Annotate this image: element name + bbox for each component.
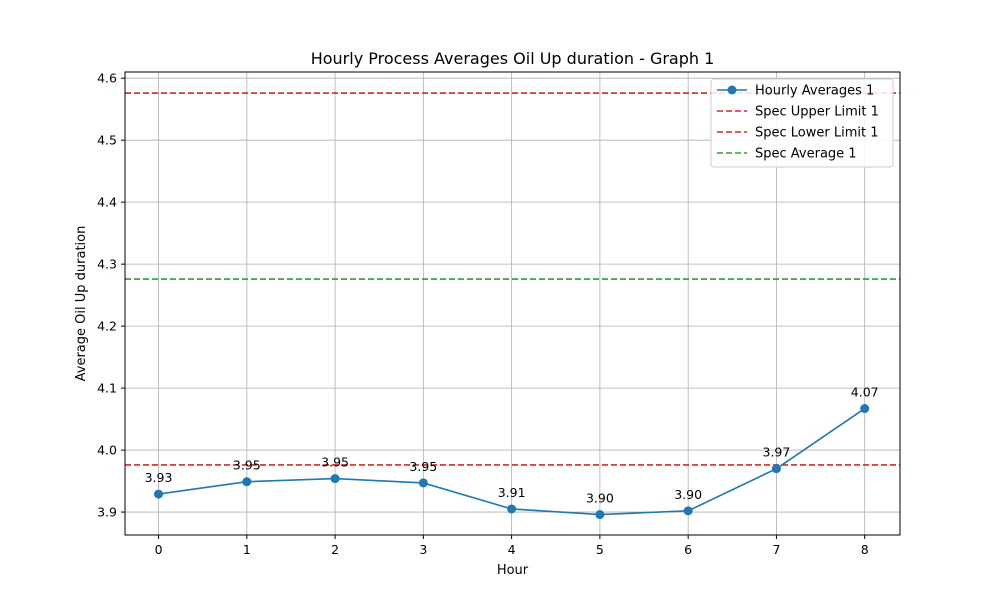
data-point: [860, 404, 870, 414]
grid: [125, 72, 900, 535]
data-label: 3.90: [586, 491, 614, 506]
data-label: 3.95: [233, 458, 261, 473]
data-label: 3.93: [145, 470, 173, 485]
x-tick-label: 3: [419, 542, 427, 557]
data-point: [418, 478, 428, 488]
data-label: 3.97: [763, 445, 791, 460]
x-tick-label: 8: [861, 542, 869, 557]
reference-lines: [125, 92, 900, 466]
data-label: 3.90: [674, 487, 702, 502]
legend-marker: [727, 85, 737, 95]
x-tick-label: 2: [331, 542, 339, 557]
chart-title: Hourly Process Averages Oil Up duration …: [311, 49, 715, 68]
y-tick-label: 4.4: [97, 195, 117, 210]
data-point: [154, 489, 164, 499]
x-tick-label: 5: [596, 542, 604, 557]
legend-entry: Spec Lower Limit 1: [755, 126, 879, 141]
data-point: [507, 504, 517, 514]
data-labels: 3.93 3.95 3.95 3.95 3.91 3.90 3.90 3.97 4.07: [145, 385, 879, 506]
x-tick-label: 0: [155, 542, 163, 557]
legend-entry: Spec Upper Limit 1: [755, 105, 879, 120]
data-point: [683, 506, 693, 516]
legend-entry: Hourly Averages 1: [755, 84, 874, 99]
y-tick-label: 4.3: [97, 257, 117, 272]
plot-frame: [124, 71, 901, 536]
data-label: 3.95: [409, 459, 437, 474]
x-tick-label: 1: [243, 542, 251, 557]
x-tick-label: 7: [772, 542, 780, 557]
data-label: 4.07: [851, 385, 879, 400]
legend: Hourly Averages 1 Spec Upper Limit 1 Spec …: [710, 78, 894, 168]
y-tick-label: 4.2: [97, 319, 117, 334]
y-tick-label: 3.9: [97, 505, 117, 520]
data-point: [330, 474, 340, 484]
axis-ticks: 0 1 2 3 4 5 6 7 8 3.9 4.0 4.1 4.2 4.3 4.4 4.5 4.6: [97, 71, 869, 557]
data-point: [771, 464, 781, 474]
data-label: 3.95: [321, 455, 349, 470]
y-tick-label: 4.0: [97, 443, 117, 458]
legend-box: [710, 78, 894, 168]
series-layer: [154, 404, 870, 520]
data-label: 3.91: [498, 485, 526, 500]
x-tick-label: 6: [684, 542, 692, 557]
legend-entry: Spec Average 1: [755, 147, 857, 162]
y-tick-label: 4.1: [97, 381, 117, 396]
data-point: [595, 510, 605, 520]
y-axis-label: Average Oil Up duration: [74, 226, 89, 382]
y-tick-label: 4.6: [97, 71, 117, 86]
data-point: [242, 477, 252, 487]
x-tick-label: 4: [508, 542, 516, 557]
y-tick-label: 4.5: [97, 133, 117, 148]
x-axis-label: Hour: [497, 563, 529, 578]
